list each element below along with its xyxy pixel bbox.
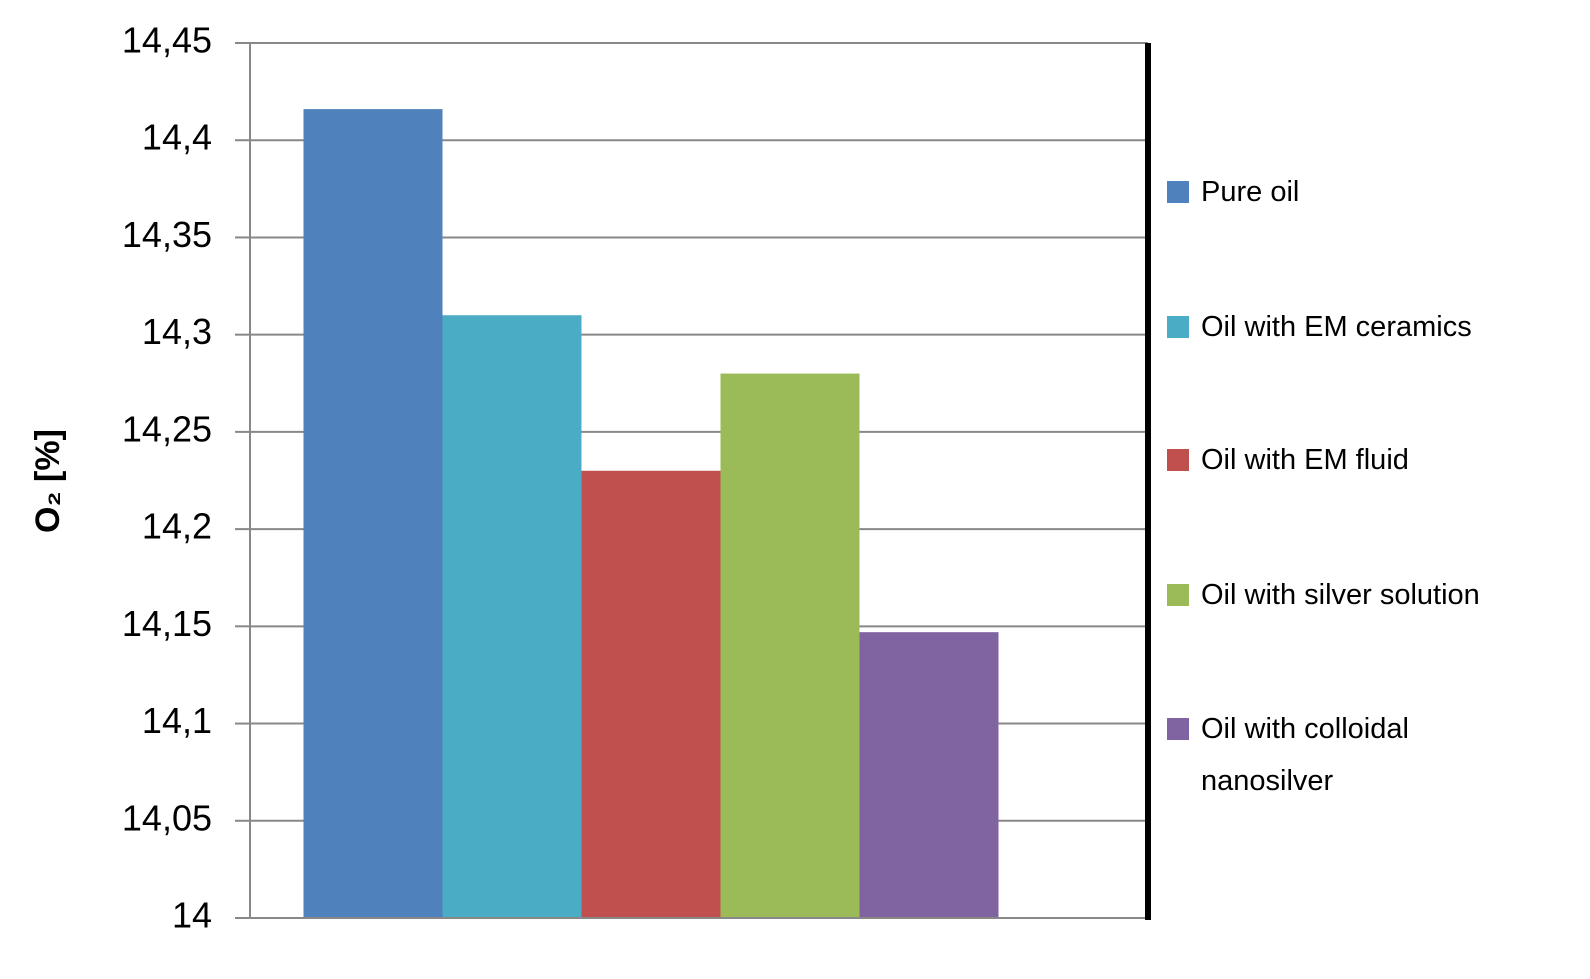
legend-item: Oil with EM fluid	[1167, 434, 1497, 486]
legend-item: Pure oil	[1167, 166, 1497, 218]
bar	[720, 373, 860, 918]
legend-item: Oil with silver solution	[1167, 569, 1497, 621]
y-tick-label: 14,25	[122, 408, 212, 449]
y-tick-label: 14,35	[122, 214, 212, 255]
legend-label: Oil with EM ceramics	[1201, 311, 1472, 343]
y-tick-label: 14,1	[142, 700, 212, 741]
y-tick-label: 14,3	[142, 311, 212, 352]
legend-label: Oil with colloidal nanosilver	[1201, 713, 1409, 797]
legend-label: Oil with EM fluid	[1201, 444, 1409, 476]
y-tick-label: 14,2	[142, 506, 212, 547]
legend-swatch	[1167, 181, 1189, 203]
legend-label: Pure oil	[1201, 176, 1300, 208]
legend-swatch	[1167, 449, 1189, 471]
y-tick-label: 14,05	[122, 797, 212, 838]
y-axis-label: O₂ [%]	[29, 429, 67, 533]
y-tick-label: 14	[172, 895, 212, 936]
legend-label: Oil with silver solution	[1201, 579, 1480, 611]
bar	[859, 632, 999, 918]
y-tick-label: 14,4	[142, 117, 212, 158]
y-tick-label: 14,45	[122, 20, 212, 61]
legend-item: Oil with EM ceramics	[1167, 301, 1497, 353]
bar	[442, 315, 582, 918]
legend-item: Oil with colloidal nanosilver	[1167, 703, 1497, 807]
bar	[581, 470, 721, 918]
legend-swatch	[1167, 718, 1189, 740]
y-tick-label: 14,15	[122, 603, 212, 644]
legend-swatch	[1167, 584, 1189, 606]
legend-swatch	[1167, 316, 1189, 338]
bar	[303, 109, 443, 919]
